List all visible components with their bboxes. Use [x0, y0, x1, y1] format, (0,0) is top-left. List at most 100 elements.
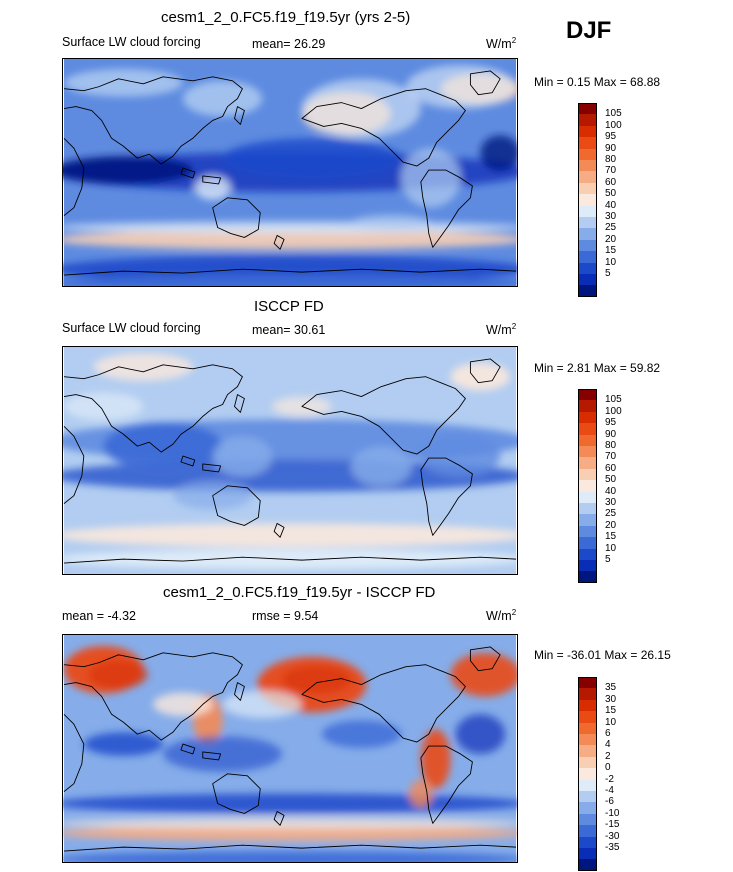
coastline — [63, 652, 243, 741]
colorbar-swatch — [578, 160, 597, 172]
colorbar-swatch — [578, 745, 597, 758]
colorbar-tick-label: 35 — [605, 682, 617, 694]
colorbar-tick-label: 10 — [605, 716, 617, 728]
colorbar-tick-label: -2 — [605, 773, 614, 785]
field-map — [63, 59, 517, 286]
panel-2-units: W/m2 — [486, 322, 517, 338]
colorbar-swatch — [578, 434, 597, 447]
colorbar-swatch — [578, 468, 597, 481]
coastline — [63, 364, 243, 453]
colorbar-tick-label: 70 — [605, 165, 617, 177]
colorbar-tick-label: -15 — [605, 819, 620, 831]
colorbar-swatch — [578, 446, 597, 458]
panel-1-units: W/m2 — [486, 36, 517, 52]
coastline — [180, 167, 196, 179]
colorbar-swatch — [578, 791, 597, 803]
panel-3-minmax: Min = -36.01 Max = 26.15 — [534, 648, 671, 662]
coastline — [234, 394, 245, 413]
colorbar-swatch — [578, 457, 597, 470]
coastline — [301, 88, 466, 167]
colorbar-tick-label: 25 — [605, 508, 617, 520]
colorbar-tick-label: 80 — [605, 440, 617, 451]
colorbar-swatch — [578, 228, 597, 241]
colorbar-tick-label: 15 — [605, 705, 617, 717]
coastline — [63, 268, 517, 276]
colorbar-swatch — [578, 722, 597, 735]
colorbar-swatch — [578, 194, 597, 207]
colorbar-tick-label: 95 — [605, 417, 617, 429]
colorbar-tick-label: 30 — [605, 497, 617, 508]
panel-3-map — [62, 634, 518, 863]
colorbar-swatch — [578, 182, 597, 195]
panel-3-units: W/m2 — [486, 608, 517, 624]
colorbar-swatch — [578, 825, 597, 838]
colorbar-swatch — [578, 848, 597, 860]
colorbar-swatch — [578, 251, 597, 264]
colorbar-swatch — [578, 423, 597, 436]
coastline — [180, 743, 196, 755]
panel-1-mean-label: mean= 26.29 — [252, 37, 326, 51]
colorbar-tick-label: 4 — [605, 739, 611, 751]
colorbar-swatch — [578, 262, 597, 275]
coastline — [469, 70, 501, 96]
colorbar-tick-label: -10 — [605, 807, 620, 819]
coastline — [301, 664, 466, 743]
coastline — [234, 106, 245, 125]
coastline — [63, 137, 85, 216]
colorbar-tick-label: 30 — [605, 693, 617, 705]
colorbar-tick-label: 25 — [605, 222, 617, 234]
panel-1-title: cesm1_2_0.FC5.f19_f19.5yr (yrs 2-5) — [161, 9, 411, 26]
colorbar-swatch — [578, 768, 597, 781]
coastline — [63, 425, 85, 504]
coastline — [63, 556, 517, 564]
panel-3-title: cesm1_2_0.FC5.f19_f19.5yr - ISCCP FD — [163, 584, 436, 601]
panel-2-variable-label: Surface LW cloud forcing — [62, 321, 201, 335]
coastline — [202, 751, 222, 761]
colorbar-tick-label: 10 — [605, 542, 617, 554]
coastline — [273, 810, 285, 826]
colorbar-tick-label: 40 — [605, 199, 617, 211]
colorbar-swatch — [578, 389, 597, 401]
colorbar-swatch — [578, 560, 597, 572]
panel-1-minmax: Min = 0.15 Max = 68.88 — [534, 75, 661, 89]
colorbar-tick-label: -35 — [605, 842, 620, 853]
colorbar-swatch — [578, 114, 597, 127]
colorbar-swatch — [578, 756, 597, 769]
panel-2-map — [62, 346, 518, 575]
colorbar-swatch — [578, 677, 597, 689]
colorbar-tick-label: -30 — [605, 830, 620, 842]
colorbar-swatch — [578, 503, 597, 515]
colorbar-tick-label: 20 — [605, 233, 617, 245]
colorbar-tick-label: 60 — [605, 176, 617, 188]
colorbar-tick-label: -6 — [605, 796, 614, 808]
colorbar-swatch — [578, 548, 597, 561]
coastline — [420, 745, 473, 824]
coastline — [212, 485, 261, 526]
colorbar-tick-label: 30 — [605, 211, 617, 222]
coastline — [234, 682, 245, 701]
colorbar-tick-label: 0 — [605, 762, 611, 774]
colorbar-swatch — [578, 171, 597, 184]
colorbar-swatch — [578, 699, 597, 712]
colorbar-swatch — [578, 400, 597, 413]
colorbar-tick-label: 105 — [605, 108, 622, 120]
colorbar-swatch — [578, 836, 597, 849]
colorbar-tick-label: 70 — [605, 451, 617, 463]
colorbar-swatch — [578, 239, 597, 252]
panel-3-mean-label: mean = -4.32 — [62, 609, 137, 623]
colorbar-tick-label: 40 — [605, 485, 617, 497]
colorbar-tick-label: 100 — [605, 405, 622, 417]
season-label: DJF — [566, 17, 612, 44]
colorbar-swatch — [578, 480, 597, 493]
colorbar-tick-label: -4 — [605, 785, 614, 796]
colorbar-tick-label: 50 — [605, 188, 617, 200]
colorbar-tick-label: 90 — [605, 142, 617, 154]
panel-1-variable-label: Surface LW cloud forcing — [62, 35, 201, 49]
colorbar-swatch — [578, 274, 597, 286]
coastline — [63, 76, 243, 165]
panel-2-minmax: Min = 2.81 Max = 59.82 — [534, 361, 661, 375]
colorbar-swatch — [578, 514, 597, 527]
colorbar-swatch — [578, 525, 597, 538]
coastline — [202, 463, 222, 473]
colorbar-tick-label: 15 — [605, 245, 617, 257]
